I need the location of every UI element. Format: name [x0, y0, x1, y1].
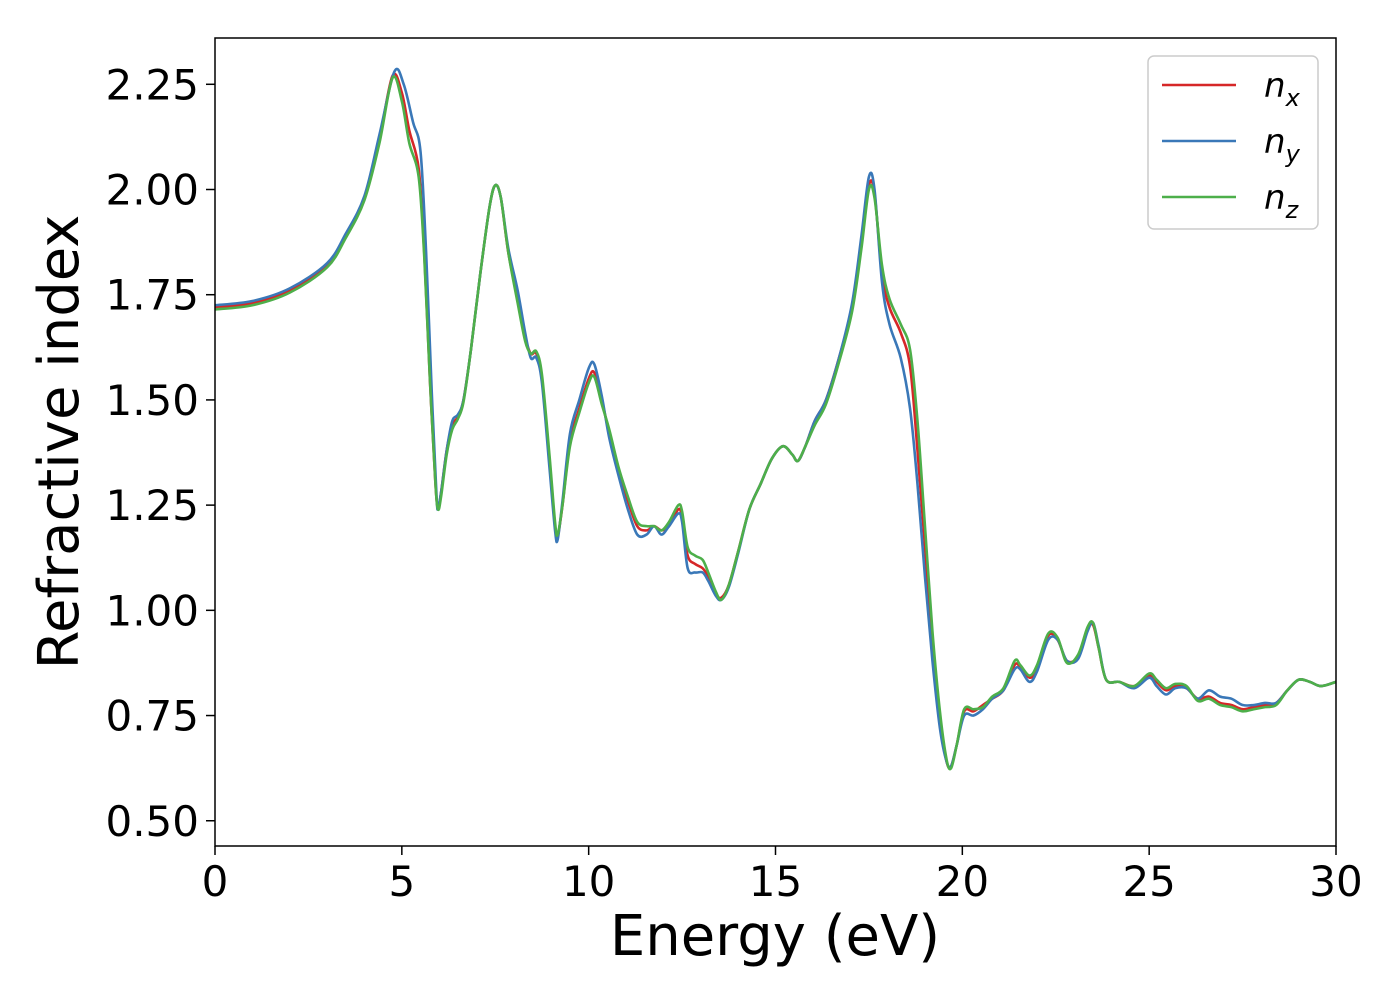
y-tick-label: 1.00 [105, 586, 199, 635]
series-line-nz [215, 75, 1336, 771]
x-axis: 0 5 10 15 20 25 30 [202, 846, 1363, 906]
legend-label-subscript: x [1285, 84, 1301, 112]
y-axis-title: Refractive index [27, 215, 92, 670]
legend-label-subscript: z [1285, 196, 1300, 224]
legend-label-ny: ny [1264, 122, 1301, 168]
legend-label-main: n [1264, 178, 1286, 218]
x-tick-label: 5 [388, 857, 415, 906]
x-tick-label: 30 [1309, 857, 1362, 906]
series-layer [215, 67, 1336, 771]
legend-label-main: n [1264, 66, 1286, 106]
legend-label-subscript: y [1285, 140, 1301, 168]
legend-frame [1147, 55, 1319, 230]
y-axis: 0.50 0.75 1.00 1.25 1.50 1.75 2.00 2.25 [105, 60, 215, 846]
x-axis-title: Energy (eV) [610, 904, 940, 969]
x-tick-label: 0 [202, 857, 229, 906]
x-tick-label: 15 [749, 857, 802, 906]
legend-label-nz: nz [1264, 178, 1300, 224]
y-tick-label: 0.50 [105, 797, 199, 846]
y-tick-label: 1.25 [105, 481, 199, 530]
legend-label-main: n [1264, 122, 1286, 162]
y-tick-label: 1.75 [105, 271, 199, 320]
x-tick-label: 25 [1122, 857, 1175, 906]
x-tick-label: 10 [562, 857, 615, 906]
y-tick-label: 2.00 [105, 166, 199, 215]
y-tick-label: 1.50 [105, 376, 199, 425]
y-tick-label: 2.25 [105, 60, 199, 109]
x-tick-label: 20 [936, 857, 989, 906]
y-tick-label: 0.75 [105, 692, 199, 741]
legend-label-nx: nx [1264, 66, 1301, 112]
